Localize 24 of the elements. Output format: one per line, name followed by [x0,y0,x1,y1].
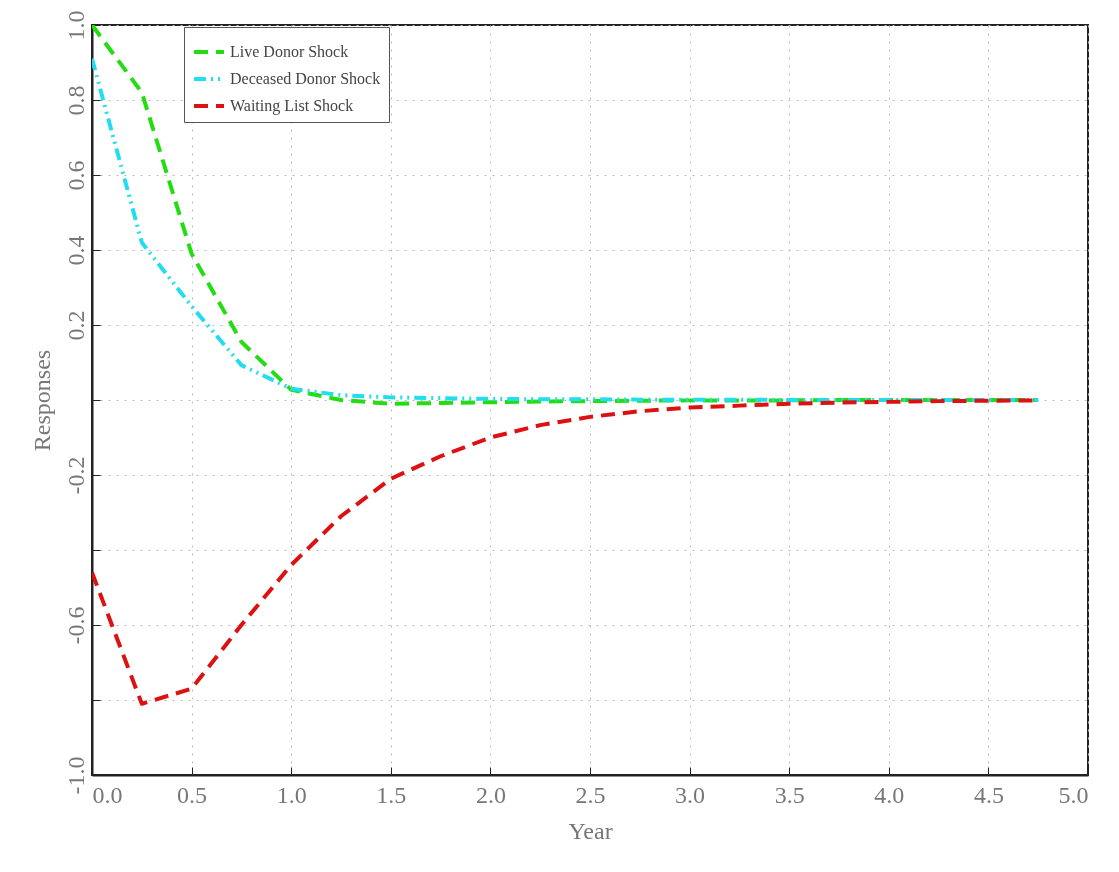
x-tick-label: 0.0 [92,781,123,808]
legend-label: Deceased Donor Shock [230,70,381,87]
x-tick-label: 4.5 [973,781,1004,808]
y-tick-label: -1.0 [62,756,89,795]
x-tick-label: 1.0 [276,781,307,808]
legend-label: Live Donor Shock [230,43,349,60]
y-tick-label: 0.4 [62,235,89,266]
y-tick-label: 1.0 [62,10,89,41]
legend-label: Waiting List Shock [230,97,354,115]
y-axis-title: Responses [28,349,55,452]
x-axis-title: Year [568,817,613,844]
x-tick-label: 3.5 [774,781,805,808]
y-tick-label: 0.2 [62,310,89,341]
y-tick-label: -0.2 [62,456,89,495]
x-tick-label: 1.5 [376,781,407,808]
y-tick-label: -0.6 [62,606,89,645]
x-tick-label: 2.5 [575,781,606,808]
x-tick-label: 4.0 [874,781,905,808]
x-tick-label: 3.0 [675,781,706,808]
y-tick-label: 0.6 [62,160,89,191]
x-tick-label: 0.5 [177,781,208,808]
x-tick-label: 2.0 [475,781,506,808]
x-tick-label: 5.0 [1058,781,1089,808]
y-tick-label: 0.8 [62,85,89,116]
